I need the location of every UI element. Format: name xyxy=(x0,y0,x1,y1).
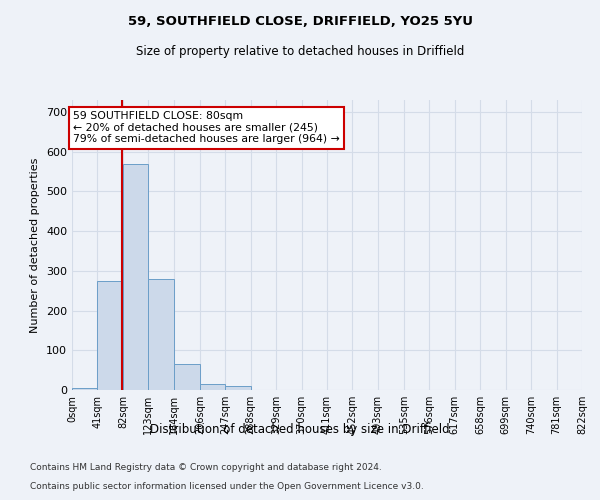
Bar xyxy=(200,384,225,390)
Bar xyxy=(72,388,97,390)
Y-axis label: Number of detached properties: Number of detached properties xyxy=(31,158,40,332)
Bar xyxy=(97,281,123,390)
Bar xyxy=(225,386,251,390)
Text: 59, SOUTHFIELD CLOSE, DRIFFIELD, YO25 5YU: 59, SOUTHFIELD CLOSE, DRIFFIELD, YO25 5Y… xyxy=(128,15,473,28)
Text: Contains HM Land Registry data © Crown copyright and database right 2024.: Contains HM Land Registry data © Crown c… xyxy=(30,464,382,472)
Bar xyxy=(174,364,200,390)
Text: Distribution of detached houses by size in Driffield: Distribution of detached houses by size … xyxy=(150,422,450,436)
Text: Size of property relative to detached houses in Driffield: Size of property relative to detached ho… xyxy=(136,45,464,58)
Bar xyxy=(123,164,148,390)
Bar xyxy=(148,279,174,390)
Text: 59 SOUTHFIELD CLOSE: 80sqm
← 20% of detached houses are smaller (245)
79% of sem: 59 SOUTHFIELD CLOSE: 80sqm ← 20% of deta… xyxy=(73,111,340,144)
Text: Contains public sector information licensed under the Open Government Licence v3: Contains public sector information licen… xyxy=(30,482,424,491)
